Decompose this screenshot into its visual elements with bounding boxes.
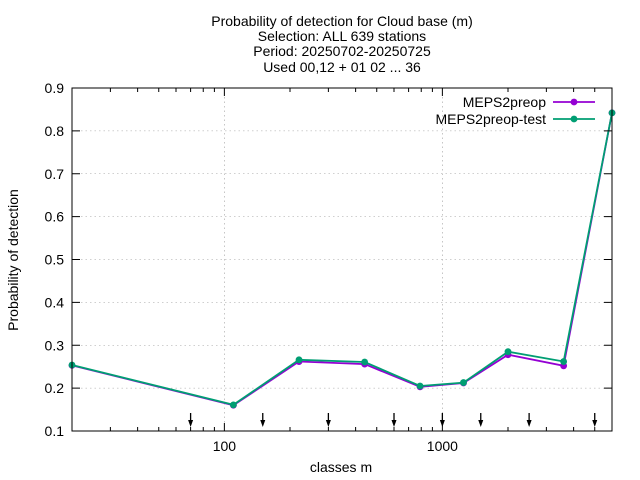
x-tick-label: 100 (213, 438, 237, 454)
legend-marker-2 (570, 115, 578, 123)
class-limit-markers (188, 413, 598, 427)
chart-title-line-4: Used 00,12 + 01 02 ... 36 (263, 59, 421, 75)
class-limit-marker-head (478, 420, 484, 427)
series-point-2 (460, 379, 467, 386)
series-point-2 (504, 348, 512, 356)
series-layer (68, 109, 616, 409)
y-tick-label: 0.8 (45, 123, 65, 139)
series-line-2 (71, 112, 613, 406)
chart-title-line-2: Selection: ALL 639 stations (258, 28, 426, 44)
class-limit-marker-head (592, 420, 598, 427)
class-limit-marker-head (526, 420, 532, 427)
y-tick-label: 0.1 (45, 423, 65, 439)
series-point-2 (295, 356, 303, 364)
y-tick-label: 0.5 (45, 252, 65, 268)
legend-label-1: MEPS2preop (463, 94, 546, 110)
series-point-2 (361, 358, 369, 366)
y-tick-label: 0.4 (45, 294, 65, 310)
series-point-2 (560, 358, 568, 365)
y-tick-label: 0.6 (45, 209, 65, 225)
chart-title-line-1: Probability of detection for Cloud base … (211, 13, 472, 29)
x-axis-label: classes m (310, 459, 372, 475)
chart-title: Probability of detection for Cloud base … (211, 13, 472, 75)
legend-marker-1 (570, 98, 578, 106)
chart-title-line-3: Period: 20250702-20250725 (253, 43, 431, 59)
series-point-2 (416, 382, 424, 390)
grid (72, 88, 612, 431)
x-tick-label: 1000 (427, 438, 458, 454)
y-tick-label: 0.3 (45, 337, 65, 353)
y-tick-label: 0.2 (45, 380, 65, 396)
class-limit-marker-head (325, 420, 331, 427)
legend-label-2: MEPS2preop-test (436, 111, 547, 127)
class-limit-marker-head (188, 420, 194, 427)
class-limit-marker-head (391, 420, 397, 427)
y-tick-label: 0.7 (45, 166, 65, 182)
axis-ticks: 0.1 0.2 0.3 0.4 0.5 0.6 0.7 0.8 0.9 100 1000 (45, 80, 612, 454)
y-axis-label: Probability of detection (5, 189, 21, 331)
class-limit-marker-head (260, 420, 266, 427)
series-point-2 (229, 401, 237, 409)
y-tick-label: 0.9 (45, 80, 65, 96)
